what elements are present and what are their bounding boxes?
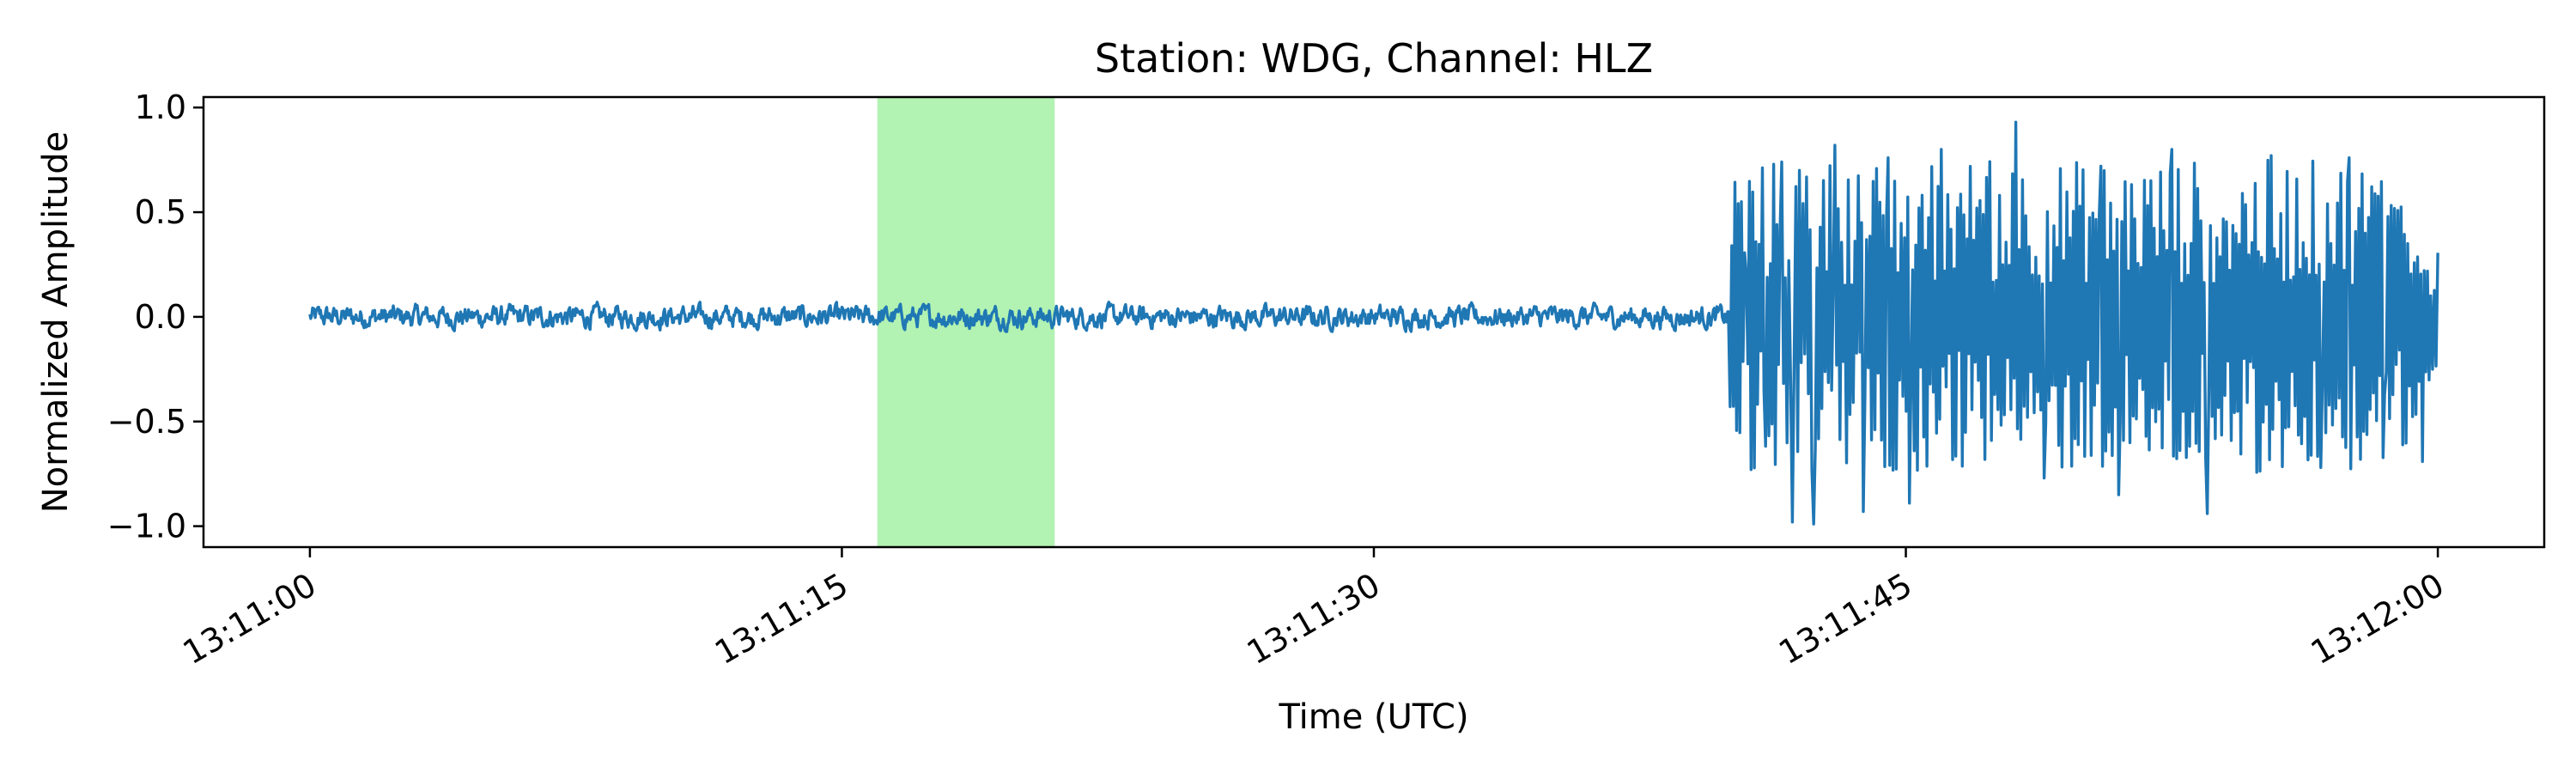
- waveform-line: [308, 120, 2439, 526]
- y-tick-label: 1.0: [135, 88, 186, 126]
- chart-title: Station: WDG, Channel: HLZ: [1095, 35, 1653, 82]
- y-tick-label: −0.5: [107, 403, 186, 441]
- y-axis: 1.0 0.5 0.0 −0.5 −1.0: [107, 88, 204, 545]
- y-tick-label: −1.0: [107, 508, 186, 545]
- y-axis-label: Normalized Amplitude: [36, 131, 76, 514]
- x-axis-label: Time (UTC): [1278, 697, 1468, 737]
- plot-area: [308, 120, 2439, 526]
- y-tick-label: 0.5: [135, 193, 186, 231]
- y-tick-label: 0.0: [135, 298, 186, 336]
- plot-frame: [202, 95, 2546, 549]
